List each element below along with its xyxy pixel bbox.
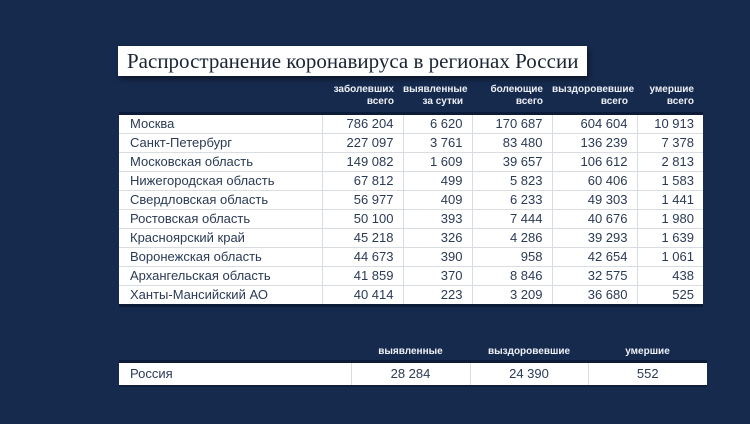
value-cell: 149 082 [321, 152, 403, 172]
value-cell: 24 390 [469, 361, 588, 386]
region-name: Санкт-Петербург [119, 133, 322, 153]
value-cell: 223 [402, 285, 472, 306]
column-header-active: болеющие всего [490, 84, 543, 107]
value-cell: 40 414 [321, 285, 403, 306]
value-cell: 8 846 [471, 266, 552, 286]
value-cell: 786 204 [321, 113, 403, 134]
regions-table-header: заболевших всего выявленные за сутки бол… [119, 84, 703, 108]
value-cell: 326 [402, 228, 472, 248]
value-cell: 50 100 [321, 209, 403, 229]
region-name: Москва [130, 116, 175, 131]
value-cell: 2 813 [636, 152, 703, 172]
column-header-total-cases: заболевших всего [333, 84, 394, 107]
table-row: Свердловская область 56 977 409 6 233 49… [119, 190, 703, 210]
table-row: Московская область 149 082 1 609 39 657 … [119, 152, 703, 172]
value-cell: 106 612 [551, 152, 637, 172]
value-cell: 525 [636, 285, 703, 306]
region-name: Московская область [119, 152, 322, 172]
table-row: Воронежская область 44 673 390 958 42 65… [119, 247, 703, 267]
table-row: Санкт-Петербург 227 097 3 761 83 480 136… [119, 133, 703, 153]
value-cell: 604 604 [551, 113, 637, 134]
region-name: Красноярский край [119, 228, 322, 248]
value-cell: 1 441 [636, 190, 703, 210]
russia-table: Россия 28 284 24 390 552 [119, 360, 707, 387]
value-cell: 4 286 [471, 228, 552, 248]
table-row: Россия 28 284 24 390 552 [119, 361, 707, 386]
header-spacer [119, 346, 351, 358]
column-header-new-per-day: выявленные за сутки [403, 84, 468, 107]
value-cell: 370 [402, 266, 472, 286]
region-name: Свердловская область [119, 190, 322, 210]
region-name: Ростовская область [119, 209, 322, 229]
value-cell: 44 673 [321, 247, 403, 267]
value-cell: 552 [587, 361, 707, 386]
value-cell: 1 061 [636, 247, 703, 267]
value-cell: 32 575 [551, 266, 637, 286]
value-cell: 1 609 [402, 152, 472, 172]
value-cell: 393 [402, 209, 472, 229]
value-cell: 60 406 [551, 171, 637, 191]
column-header-detected: выявленные [378, 346, 443, 357]
country-name: Россия [130, 366, 173, 381]
value-cell: 36 680 [551, 285, 637, 306]
table-row: Нижегородская область 67 812 499 5 823 6… [119, 171, 703, 191]
russia-table-header: выявленные выздоровевшие умершие [119, 346, 707, 358]
column-header-recovered: выздоровевшие [487, 346, 571, 357]
value-cell: 56 977 [321, 190, 403, 210]
page-title: Распространение коронавируса в регионах … [118, 46, 588, 76]
value-cell: 958 [471, 247, 552, 267]
region-name: Воронежская область [119, 247, 322, 267]
header-spacer [119, 84, 322, 108]
value-cell: 39 293 [551, 228, 637, 248]
value-cell: 83 480 [471, 133, 552, 153]
table-row: Красноярский край 45 218 326 4 286 39 29… [119, 228, 703, 248]
table-row: Ростовская область 50 100 393 7 444 40 6… [119, 209, 703, 229]
value-cell: 136 239 [551, 133, 637, 153]
value-cell: 7 378 [636, 133, 703, 153]
table-row: Москва 786 204 6 620 170 687 604 604 10 … [119, 113, 703, 134]
value-cell: 170 687 [471, 113, 552, 134]
region-name: Архангельская область [119, 266, 322, 286]
region-name: Нижегородская область [119, 171, 322, 191]
value-cell: 1 639 [636, 228, 703, 248]
value-cell: 438 [636, 266, 703, 286]
value-cell: 6 620 [402, 113, 472, 134]
value-cell: 49 303 [551, 190, 637, 210]
value-cell: 3 761 [402, 133, 472, 153]
value-cell: 7 444 [471, 209, 552, 229]
column-header-deaths: умершие [625, 346, 670, 357]
value-cell: 5 823 [471, 171, 552, 191]
value-cell: 3 209 [471, 285, 552, 306]
table-row: Ханты-Мансийский АО 40 414 223 3 209 36 … [119, 285, 703, 306]
value-cell: 1 583 [636, 171, 703, 191]
value-cell: 409 [402, 190, 472, 210]
value-cell: 41 859 [321, 266, 403, 286]
value-cell: 227 097 [321, 133, 403, 153]
value-cell: 39 657 [471, 152, 552, 172]
value-cell: 6 233 [471, 190, 552, 210]
value-cell: 10 913 [636, 113, 703, 134]
value-cell: 40 676 [551, 209, 637, 229]
value-cell: 45 218 [321, 228, 403, 248]
value-cell: 390 [402, 247, 472, 267]
value-cell: 499 [402, 171, 472, 191]
value-cell: 42 654 [551, 247, 637, 267]
column-header-deaths: умершие всего [649, 84, 694, 107]
value-cell: 1 980 [636, 209, 703, 229]
value-cell: 67 812 [321, 171, 403, 191]
table-row: Архангельская область 41 859 370 8 846 3… [119, 266, 703, 286]
regions-table: Москва 786 204 6 620 170 687 604 604 10 … [119, 112, 703, 307]
column-header-recovered: выздоровевшие всего [552, 84, 635, 107]
value-cell: 28 284 [350, 361, 470, 386]
region-name: Ханты-Мансийский АО [119, 285, 322, 306]
